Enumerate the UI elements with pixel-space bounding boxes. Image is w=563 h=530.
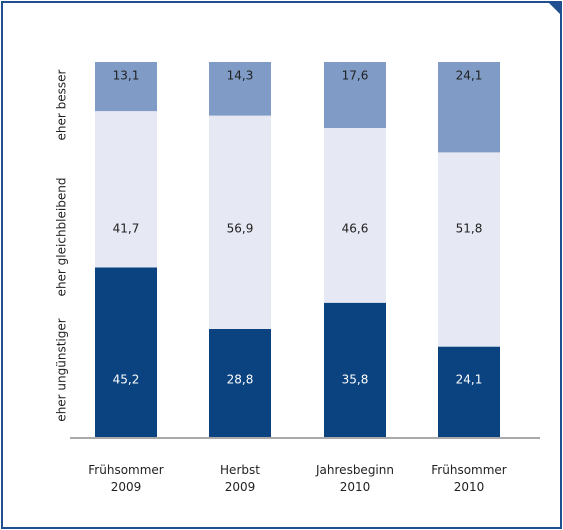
series-label: eher gleichbleibend bbox=[55, 178, 69, 297]
bar-segment bbox=[438, 62, 500, 153]
bar-segment bbox=[209, 115, 271, 329]
value-label: 28,8 bbox=[227, 373, 254, 387]
bar-segment bbox=[95, 62, 157, 112]
bar-segment bbox=[438, 152, 500, 347]
value-label: 56,9 bbox=[227, 222, 254, 236]
bar-segment bbox=[209, 62, 271, 116]
value-label: 14,3 bbox=[227, 69, 254, 83]
corner bbox=[548, 2, 561, 15]
bar-segment bbox=[324, 62, 386, 128]
series-label: eher besser bbox=[55, 69, 69, 140]
bar-segment bbox=[95, 267, 157, 437]
x-tick-label: Frühsommer 2009 bbox=[88, 463, 164, 494]
bar-segment bbox=[324, 128, 386, 303]
series-label: eher ungünstiger bbox=[55, 318, 69, 421]
bar-segment bbox=[324, 302, 386, 437]
value-label: 41,7 bbox=[113, 222, 140, 236]
x-tick-label: Frühsommer 2010 bbox=[431, 463, 507, 494]
value-label: 45,2 bbox=[113, 373, 140, 387]
value-label: 35,8 bbox=[342, 373, 369, 387]
bar-segment bbox=[438, 346, 500, 437]
bar-segment bbox=[209, 329, 271, 437]
value-label: 13,1 bbox=[113, 69, 140, 83]
value-label: 24,1 bbox=[456, 373, 483, 387]
x-tick-label: Herbst 2009 bbox=[220, 463, 260, 494]
value-label: 46,6 bbox=[342, 222, 369, 236]
value-label: 24,1 bbox=[456, 69, 483, 83]
value-label: 51,8 bbox=[456, 222, 483, 236]
x-tick-label: Jahresbeginn 2010 bbox=[316, 463, 394, 494]
value-label: 17,6 bbox=[342, 69, 369, 83]
bar-segment bbox=[95, 111, 157, 268]
